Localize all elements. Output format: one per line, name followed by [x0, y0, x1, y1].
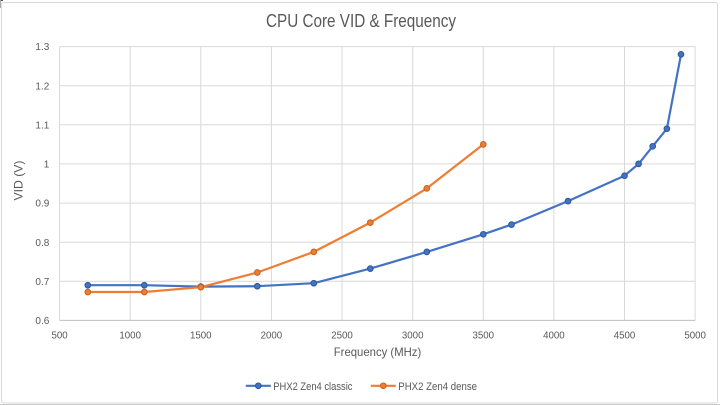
svg-text:500: 500	[52, 330, 69, 341]
svg-text:1.2: 1.2	[35, 81, 49, 92]
svg-text:PHX2 Zen4 dense: PHX2 Zen4 dense	[398, 381, 477, 393]
svg-text:0.6: 0.6	[35, 316, 49, 327]
svg-text:VID (V): VID (V)	[11, 161, 25, 201]
svg-text:1.1: 1.1	[35, 121, 49, 132]
svg-text:PHX2 Zen4 classic: PHX2 Zen4 classic	[273, 381, 353, 393]
svg-text:0.7: 0.7	[35, 277, 49, 288]
svg-text:4000: 4000	[543, 330, 565, 341]
svg-text:2500: 2500	[331, 330, 353, 341]
svg-text:3500: 3500	[473, 330, 495, 341]
svg-text:0.8: 0.8	[35, 238, 49, 249]
svg-text:0.9: 0.9	[35, 199, 49, 210]
svg-text:1500: 1500	[190, 330, 212, 341]
svg-text:5000: 5000	[684, 330, 706, 341]
svg-text:1000: 1000	[119, 330, 141, 341]
svg-text:1: 1	[44, 160, 50, 171]
svg-text:2000: 2000	[261, 330, 283, 341]
svg-text:3000: 3000	[402, 330, 424, 341]
svg-text:Frequency (MHz): Frequency (MHz)	[334, 345, 422, 359]
svg-text:CPU Core VID & Frequency: CPU Core VID & Frequency	[266, 11, 456, 31]
svg-text:1.3: 1.3	[35, 42, 49, 53]
svg-text:4500: 4500	[614, 330, 636, 341]
